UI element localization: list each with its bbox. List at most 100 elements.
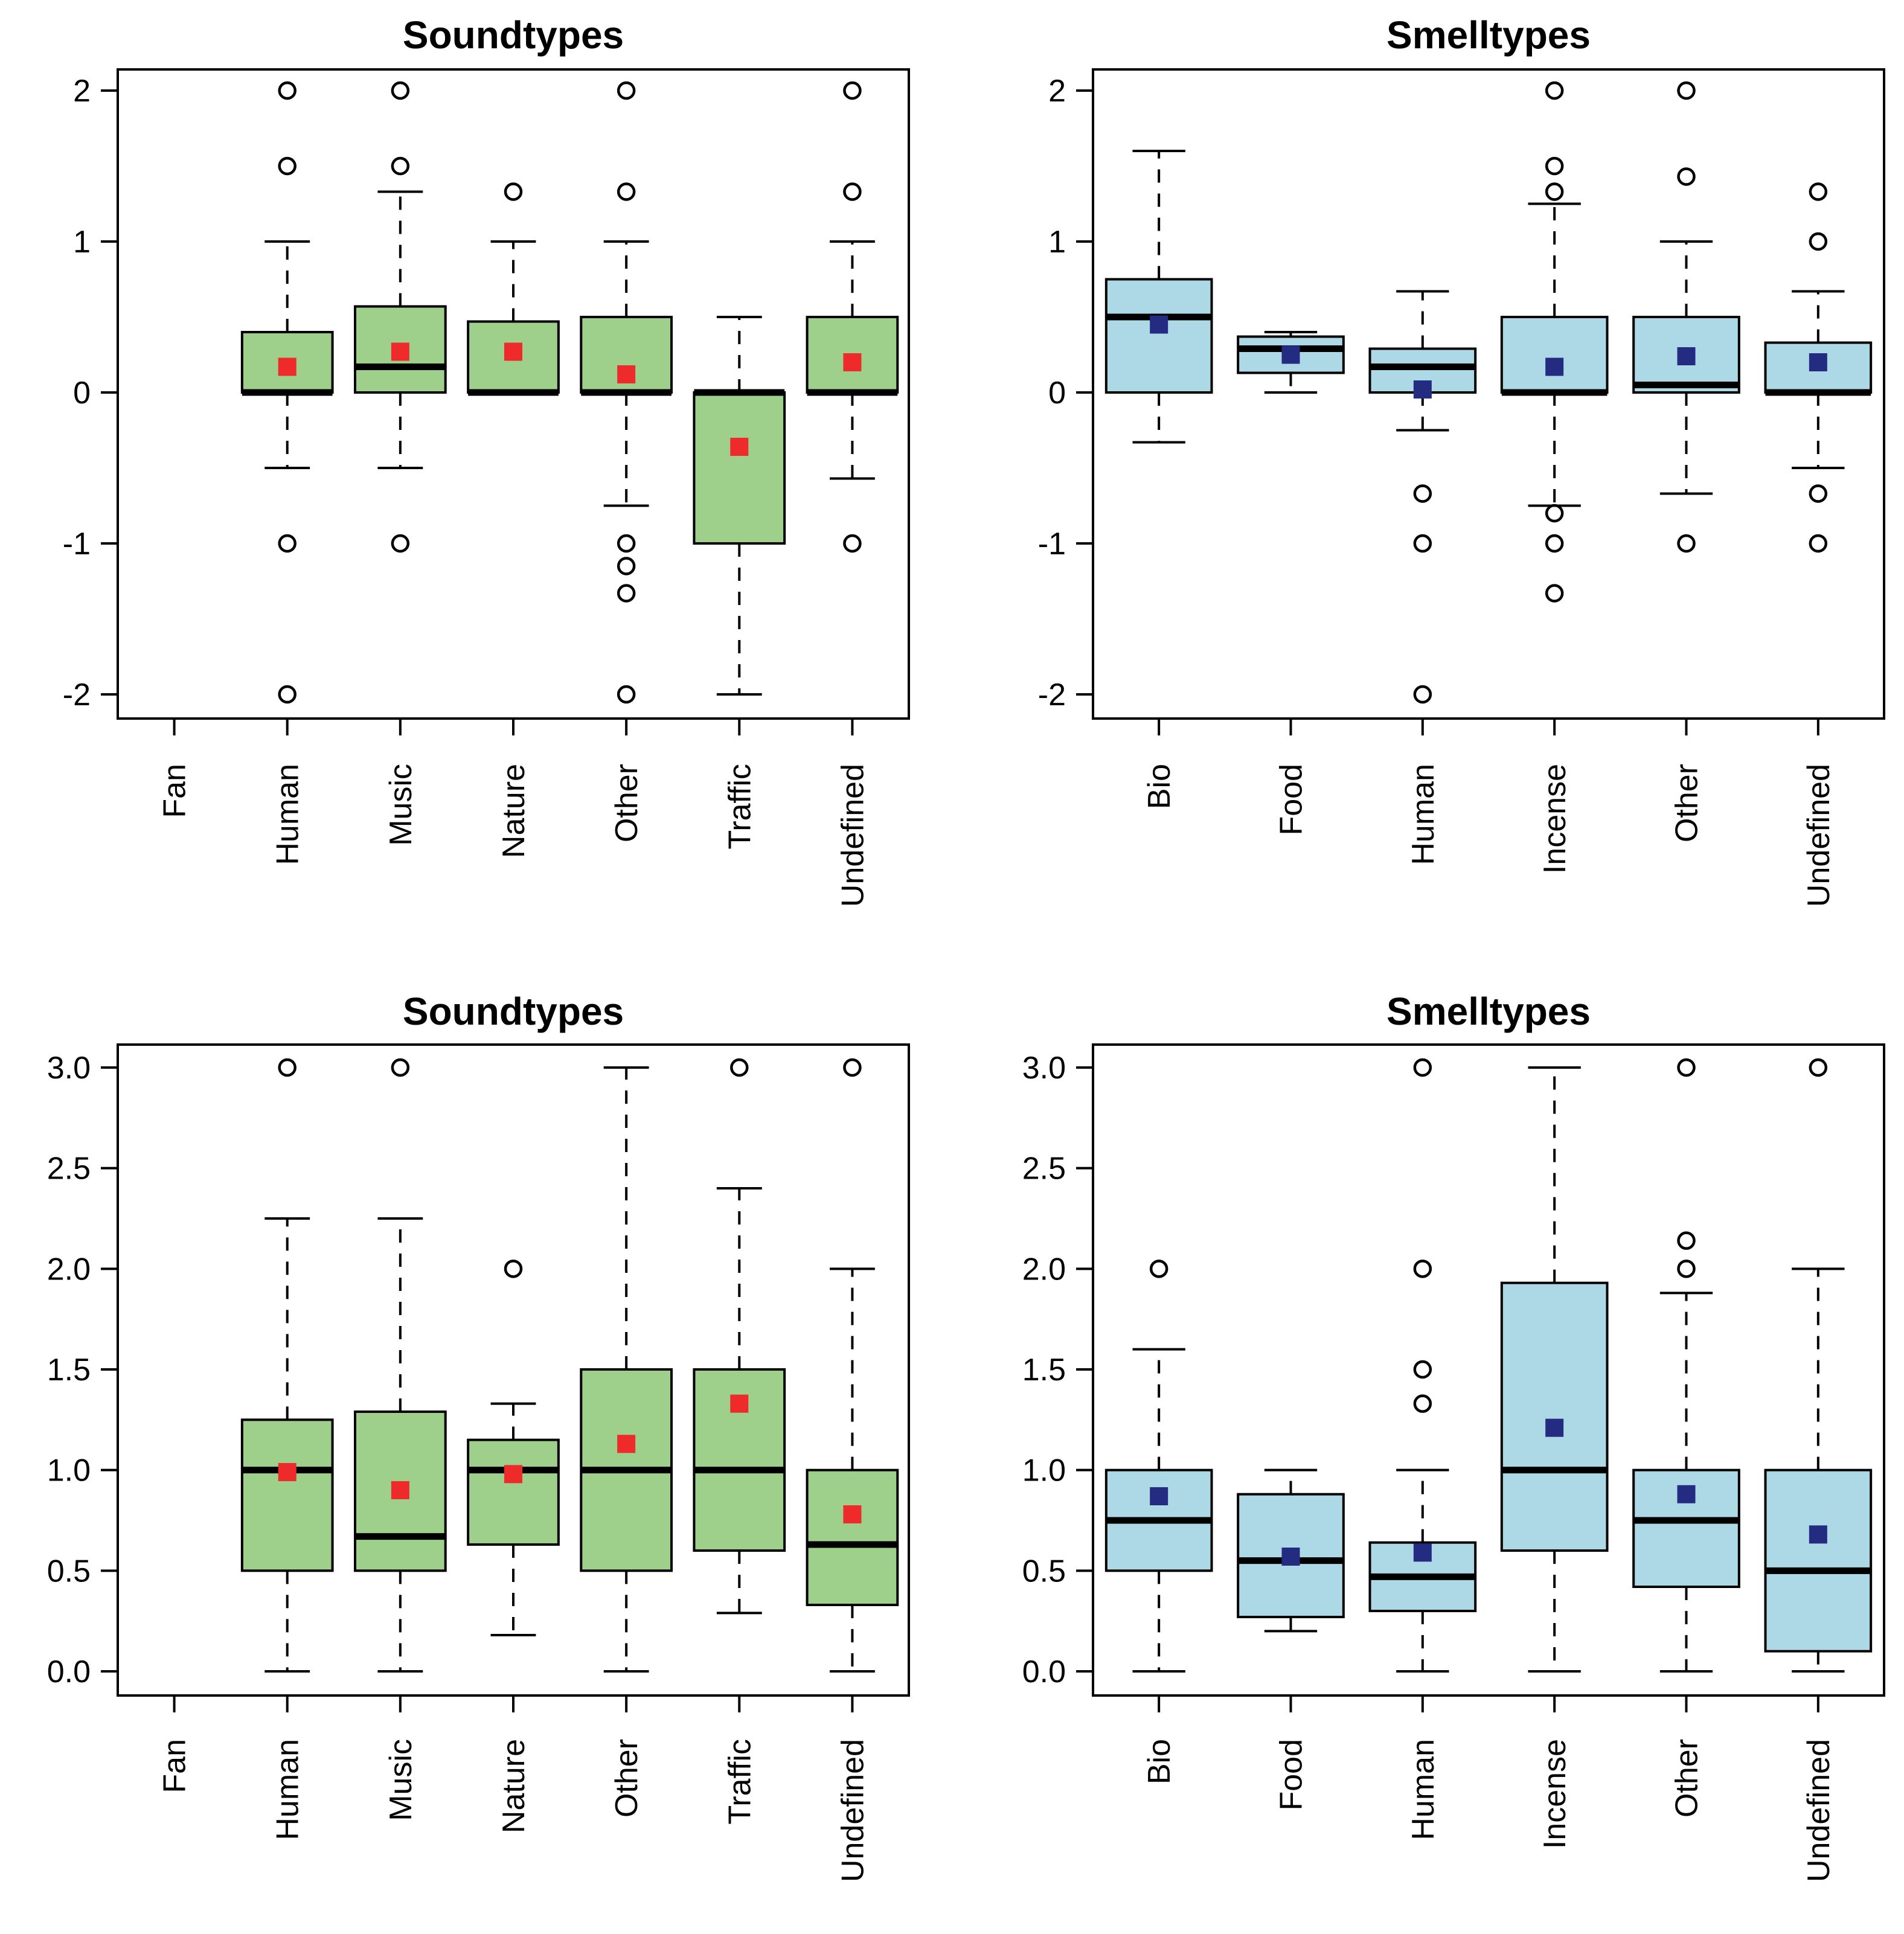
mean-marker [391,342,409,361]
x-tick-label-music: Music [383,1739,418,1821]
outlier-point [617,81,636,100]
mean-marker [391,1481,409,1499]
iqr-box [467,1438,560,1546]
panel-bottom-left: Soundtypes 0.0 0.5 1.0 1.5 2.0 2.5 3.0 Fan Human M… [47,990,910,1882]
box-nature [467,1260,560,1636]
box-undefined [806,1058,899,1673]
y-tick-label: 2 [73,74,91,109]
x-tick-label-food: Food [1274,1739,1309,1811]
outlier-point [1677,1231,1696,1250]
y-tick-label: 1.5 [47,1353,91,1388]
outlier-point [843,182,862,201]
y-tick-label: 0 [73,376,91,411]
x-tick-label-human: Human [271,1739,306,1840]
outlier-point [617,685,636,704]
panel-top-right: Smelltypes -2 -1 0 1 2 Bio Food Human Incense Othe… [1038,13,1885,907]
outlier-point [1809,1058,1828,1077]
box-other [580,81,673,704]
mean-marker [504,342,522,361]
mean-marker [1809,1525,1827,1544]
outlier-point [843,1058,862,1077]
x-tick-label-traffic: Traffic [722,764,757,850]
panel-top-left: Soundtypes -2 -1 0 1 2 Fan Human Music Nature Othe… [63,13,910,907]
outlier-point [617,534,636,553]
y-tick-label: 2 [1048,74,1066,109]
outlier-point [391,1058,410,1077]
outlier-point [1809,534,1828,553]
outlier-point [1809,182,1828,201]
outlier-point [1677,1058,1696,1077]
mean-marker [278,357,296,376]
outlier-point [1809,232,1828,251]
outlier-point [278,81,296,100]
outlier-point [504,1260,523,1278]
chart-title: Soundtypes [403,13,624,57]
outlier-point [730,1058,749,1077]
x-tick-label-human: Human [1406,764,1441,865]
x-tick-label-human: Human [1406,1739,1441,1840]
x-tick-label-undefined: Undefined [835,764,870,907]
chart-title: Smelltypes [1386,990,1591,1033]
iqr-box [1764,1468,1873,1653]
mean-marker [1677,1485,1696,1503]
outlier-point [1545,156,1564,176]
mean-marker [1545,357,1564,376]
y-tick-label: -1 [63,527,91,562]
y-tick-label: 0.0 [47,1654,91,1689]
outlier-point [1413,1260,1432,1278]
outlier-point [1545,182,1564,201]
mean-marker [843,353,862,371]
box-bio [1104,150,1213,444]
x-tick-label-undefined: Undefined [1801,764,1836,907]
y-tick-label: 2.0 [47,1252,91,1287]
y-tick-label: 1.0 [1022,1453,1066,1488]
y-tick-label: 0.5 [47,1554,91,1589]
x-tick-label-undefined: Undefined [835,1739,870,1882]
mean-marker [617,365,636,383]
box-traffic [693,316,786,696]
outlier-point [1545,584,1564,603]
mean-marker [1677,347,1696,365]
outlier-point [391,156,410,176]
iqr-box [806,1468,899,1607]
chart-title: Smelltypes [1386,13,1591,57]
outlier-point [1545,504,1564,523]
box-human [1368,290,1477,704]
x-tick-label-nature: Nature [496,764,531,858]
outlier-point [843,81,862,100]
x-tick-label-bio: Bio [1142,764,1177,809]
outlier-point [504,182,523,201]
x-tick-label-music: Music [383,764,418,846]
box-undefined [1764,182,1873,553]
y-tick-label: 0.5 [1022,1554,1066,1589]
y-tick-label: 1.5 [1022,1353,1066,1388]
box-music [354,81,447,553]
box-food [1237,331,1345,394]
outlier-point [1413,534,1432,553]
mean-marker [1545,1418,1564,1437]
iqr-box [1500,316,1609,394]
y-tick-label: -2 [63,677,91,712]
iqr-box [1500,1281,1609,1552]
y-tick-label: 0 [1048,376,1066,411]
outlier-point [391,81,410,100]
y-tick-label: 3.0 [1022,1051,1066,1086]
mean-marker [730,438,749,456]
mean-marker [504,1465,522,1484]
iqr-box [693,391,786,545]
mean-marker [1809,353,1827,371]
y-tick-label: 3.0 [47,1051,91,1086]
box-bio [1104,1260,1213,1673]
mean-marker [1413,1543,1432,1562]
x-tick-label-fan: Fan [158,764,193,818]
mean-marker [617,1435,636,1453]
x-tick-label-food: Food [1274,764,1309,836]
x-tick-label-nature: Nature [496,1739,531,1833]
outlier-point [1677,81,1696,100]
x-tick-label-undefined: Undefined [1801,1739,1836,1882]
box-incense [1500,81,1609,603]
outlier-point [278,156,296,176]
outlier-point [1545,81,1564,100]
x-tick-label-traffic: Traffic [722,1739,757,1825]
